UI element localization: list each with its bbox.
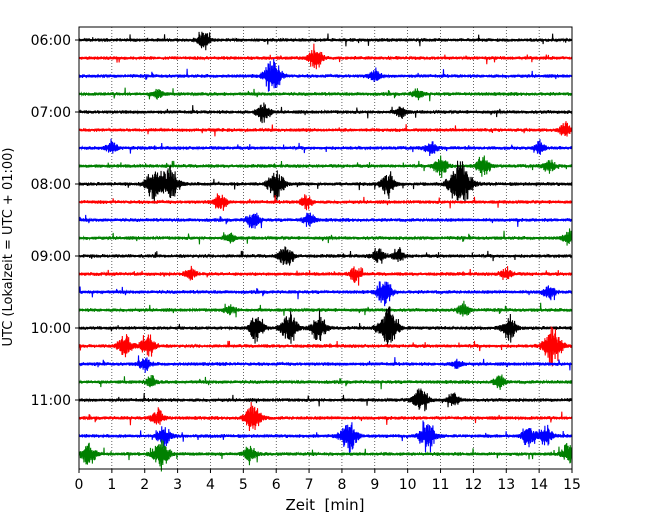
- seismic-trace-1100: [78, 388, 573, 412]
- x-tick-label: 5: [239, 477, 248, 493]
- seismic-trace-0900: [78, 246, 573, 266]
- y-tick-label: 09:00: [31, 249, 71, 265]
- plot-frame: [78, 26, 573, 470]
- y-tick-label: 10:00: [31, 321, 71, 337]
- seismic-trace-0600: [78, 31, 573, 51]
- plot-background: [79, 27, 572, 469]
- x-tick-label: 14: [530, 477, 548, 493]
- x-tick-label: 11: [432, 477, 450, 493]
- y-tick-label: 08:00: [31, 177, 71, 193]
- seismic-trace-0845: [78, 228, 573, 246]
- x-tick-label: 10: [399, 477, 417, 493]
- x-tick-label: 7: [305, 477, 314, 493]
- x-tick-label: 13: [497, 477, 515, 493]
- x-tick-label: 8: [337, 477, 346, 493]
- x-tick-label: 6: [272, 477, 281, 493]
- seismic-trace-0815: [78, 193, 573, 211]
- seismic-trace-0800: [78, 160, 573, 204]
- seismic-trace-1045: [78, 374, 573, 390]
- x-tick-label: 2: [140, 477, 149, 493]
- y-axis-ticks: 06:00 07:00 08:00 09:00 10:00 11:00: [31, 33, 79, 409]
- x-tick-label: 3: [173, 477, 182, 493]
- seismic-trace-1000: [78, 306, 573, 346]
- seismic-trace-0645: [78, 87, 573, 102]
- seismic-trace-1115: [78, 402, 573, 432]
- seismic-trace-0700: [78, 102, 573, 124]
- y-axis-label: UTC (Lokalzeit = UTC + 01:00): [1, 148, 16, 347]
- seismic-trace-0715: [78, 121, 573, 137]
- seismic-trace-0730: [78, 138, 573, 156]
- seismic-trace-1030: [78, 355, 573, 373]
- x-tick-label: 9: [370, 477, 379, 493]
- seismic-trace-1145: [78, 439, 573, 472]
- x-axis-label: Zeit [min]: [285, 496, 364, 514]
- y-tick-label: 07:00: [31, 105, 71, 121]
- x-tick-label: 15: [563, 477, 581, 493]
- x-axis-ticks: 0 1 2 3 4 5 6 7 8 9 10 11 12 13 14 15: [75, 469, 581, 493]
- seismic-trace-1015: [78, 326, 573, 367]
- seismic-trace-1130: [78, 420, 573, 454]
- x-tick-label: 1: [107, 477, 116, 493]
- y-tick-label: 06:00: [31, 33, 71, 49]
- seismic-trace-0945: [78, 300, 573, 318]
- y-tick-label: 11:00: [31, 393, 71, 409]
- x-tick-label: 4: [206, 477, 215, 493]
- seismic-trace-0630: [78, 58, 573, 92]
- seismic-traces: [78, 31, 573, 472]
- seismic-trace-0930: [78, 281, 573, 307]
- seismic-trace-0745: [78, 155, 573, 178]
- x-tick-label: 12: [464, 477, 482, 493]
- seismic-trace-0615: [78, 43, 573, 70]
- x-tick-label: 0: [75, 477, 84, 493]
- seismic-trace-0915: [78, 265, 573, 286]
- seismic-trace-0830: [78, 212, 573, 229]
